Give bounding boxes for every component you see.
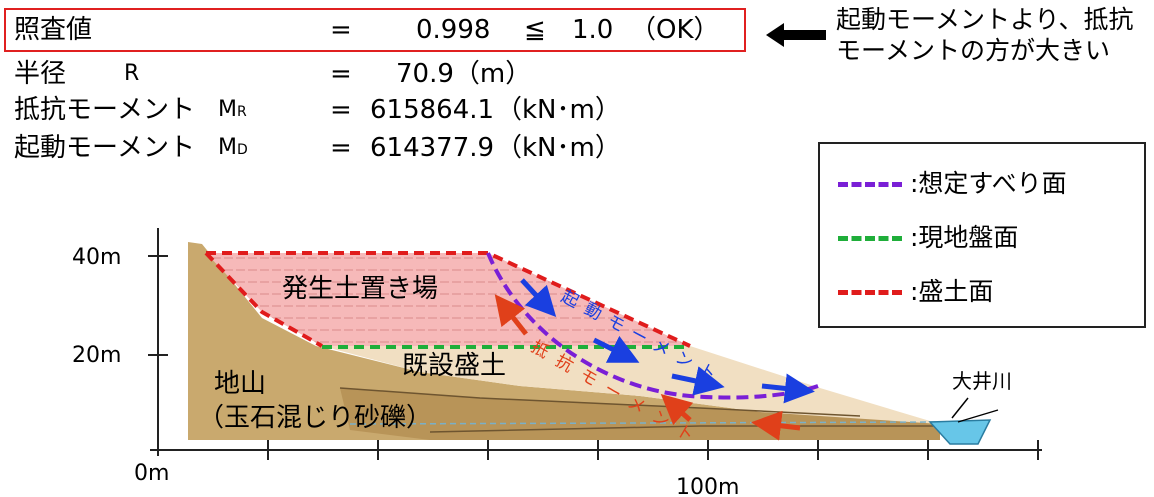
layer-boundary-line-lower — [429, 425, 940, 433]
y-tick-label-40m: 40m — [72, 245, 121, 270]
resisting-moment-value: 615864.1 — [370, 95, 495, 125]
resisting-moment-label: 抵抗モーメント — [14, 95, 195, 125]
legend-label-slip-surface: :想定すべり面 — [910, 169, 1067, 198]
check-value-limit: 1.0 — [572, 15, 614, 45]
driving-moment-value: 614377.9 — [370, 133, 495, 163]
legend-box: :想定すべり面 :現地盤面 :盛土面 — [818, 142, 1146, 328]
x-axis-ticks — [267, 440, 1039, 460]
groundwater-line — [349, 421, 941, 425]
note-text: 起動モーメントより、抵抗 モーメントの方が大きい — [836, 4, 1134, 66]
resisting-moment-unit: （kN･m） — [496, 95, 621, 125]
natural-ground-label: 地山 — [214, 369, 266, 399]
slip-surface-dashed-line — [486, 252, 819, 400]
y-tick-label-20m: 20m — [72, 343, 121, 368]
check-value-label: 照査値 — [14, 15, 93, 45]
driving-moment-symbol: MD — [218, 135, 248, 160]
check-value-number: 0.998 — [416, 15, 491, 45]
driving-arrow-4 — [761, 373, 815, 404]
radius-equals: = — [330, 59, 352, 89]
note-line-1: 起動モーメントより、抵抗 — [836, 5, 1134, 34]
resisting-moment-equals: = — [330, 95, 352, 125]
legend-label-ground-surface: :現地盤面 — [910, 223, 1019, 252]
driving-arrow-3 — [671, 366, 725, 396]
x-tick-label-100m: 100m — [676, 475, 739, 497]
check-value-equals: = — [330, 15, 352, 45]
spoil-fill-hatch — [206, 253, 690, 346]
driving-moment-equals: = — [330, 133, 352, 163]
x-tick-label-0m: 0m — [134, 461, 169, 486]
check-value-result: （OK） — [630, 15, 720, 45]
natural-ground-sublabel: （玉石混じり砂礫） — [198, 403, 432, 433]
note-line-2: モーメントの方が大きい — [836, 36, 1111, 65]
red-dashed-line-icon — [838, 290, 902, 295]
resisting-arrow-1 — [494, 294, 528, 336]
resisting-arrow-3 — [751, 410, 801, 441]
driving-moment-unit: （kN･m） — [496, 133, 621, 163]
river-leader-line-2 — [957, 409, 999, 423]
legend-label-fill-surface: :盛土面 — [910, 277, 994, 306]
green-dashed-line-icon — [838, 236, 902, 241]
driving-arrow-2 — [592, 335, 640, 363]
river-label: 大井川 — [952, 369, 1012, 393]
resisting-arrow-2 — [660, 394, 694, 426]
driving-moment-label: 起動モーメント — [14, 133, 195, 163]
result-highlight-box — [4, 8, 746, 52]
check-value-operator: ≦ — [524, 15, 546, 45]
left-arrow-icon — [766, 23, 826, 47]
radius-symbol: R — [124, 61, 140, 86]
river-water — [928, 419, 992, 445]
purple-dashed-line-icon — [838, 182, 902, 187]
spoil-fill-label: 発生土置き場 — [282, 274, 438, 304]
driving-arrow-1 — [520, 278, 557, 318]
radius-value: 70.9（m） — [396, 59, 532, 89]
resisting-moment-symbol: MR — [218, 97, 247, 122]
existing-fill-label: 既設盛土 — [402, 351, 506, 381]
radius-label: 半径 — [14, 59, 67, 89]
river-leader-line — [951, 397, 969, 419]
